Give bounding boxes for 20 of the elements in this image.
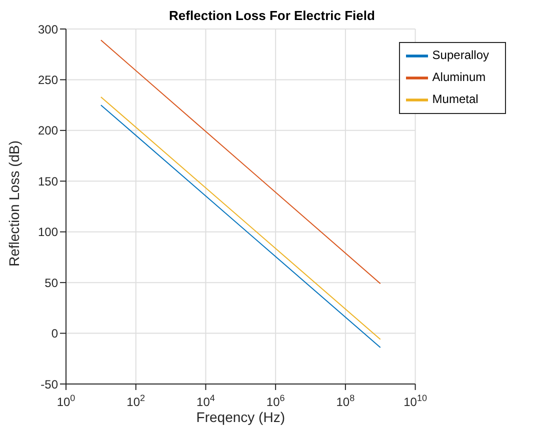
legend-label: Mumetal	[432, 92, 478, 106]
legend-label: Superalloy	[432, 48, 489, 62]
y-tick-label: -50	[40, 377, 58, 392]
x-tick-label: 10$^{8}$	[336, 393, 355, 409]
y-axis-title: Reflection Loss (dB)	[6, 140, 22, 266]
y-tick-label: 100	[38, 225, 58, 240]
y-tick-label: 250	[38, 72, 58, 87]
x-tick-label: 10$^{2}$	[126, 393, 146, 409]
x-tick-label: 10$^{6}$	[266, 393, 285, 409]
x-tick-label: 10$^{0}$	[56, 393, 76, 409]
y-tick-label: 150	[38, 174, 58, 188]
legend-label: Aluminum	[432, 70, 486, 84]
y-tick-label: 300	[38, 22, 58, 36]
y-tick-label: 50	[44, 276, 58, 290]
x-axis-title: Freqency (Hz)	[196, 409, 285, 425]
chart-title: Reflection Loss For Electric Field	[168, 8, 376, 23]
x-tick-label: 10$^{10}$	[404, 393, 427, 409]
x-tick-label: 10$^{4}$	[196, 393, 215, 409]
y-tick-label: 0	[51, 326, 58, 341]
y-tick-label: 200	[38, 124, 58, 138]
